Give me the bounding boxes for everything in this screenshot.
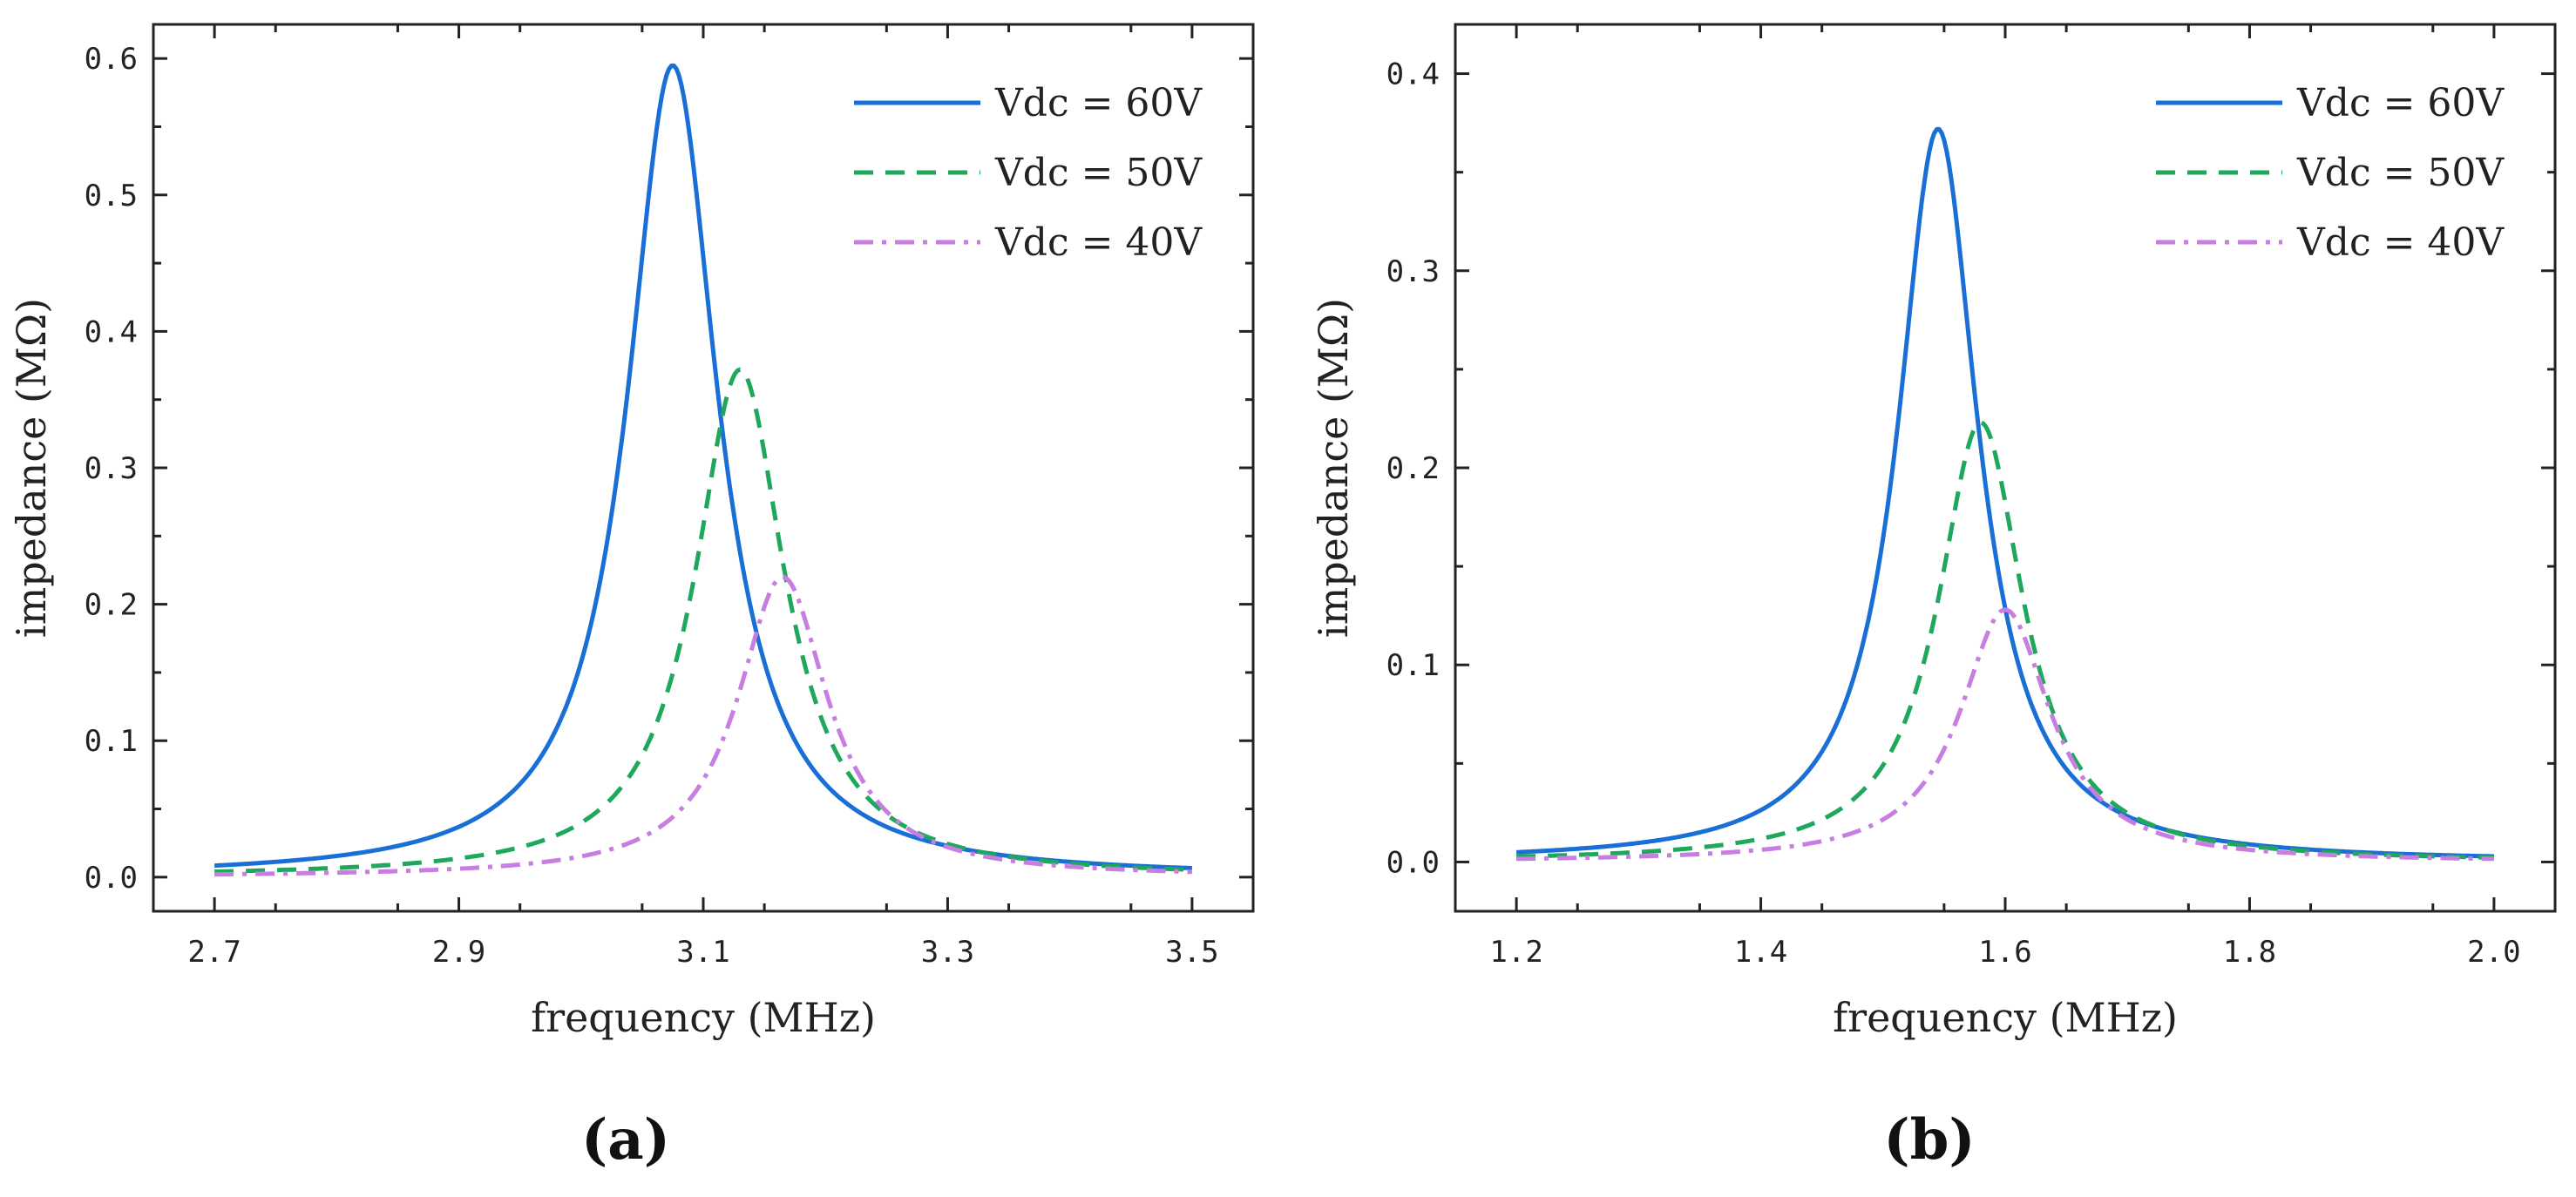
y-tick-label: 0.0 bbox=[85, 861, 138, 896]
legend-label-0: Vdc = 60V bbox=[994, 81, 1203, 125]
legend-label-1: Vdc = 50V bbox=[994, 151, 1203, 195]
x-tick-label: 1.6 bbox=[1978, 935, 2031, 970]
y-tick-label: 0.3 bbox=[85, 451, 138, 486]
y-tick-label: 0.5 bbox=[85, 179, 138, 213]
y-axis-title: impedance (MΩ) bbox=[1310, 298, 1357, 638]
y-tick-label: 0.4 bbox=[1386, 57, 1440, 92]
series-line-1 bbox=[1516, 420, 2494, 860]
y-tick-label: 0.0 bbox=[1386, 845, 1440, 880]
legend-label-0: Vdc = 60V bbox=[2296, 81, 2505, 125]
legend-label-1: Vdc = 50V bbox=[2296, 151, 2505, 195]
series-line-2 bbox=[214, 575, 1192, 877]
panel-b: 1.2 1.4 1.6 1.8 2.0 0.0 0.1 0.2 0.3 0.4 frequency … bbox=[1310, 23, 2557, 1173]
panel-label: (b) bbox=[1883, 1107, 1975, 1173]
x-tick-label: 3.1 bbox=[676, 935, 729, 970]
series-line-0 bbox=[214, 63, 1192, 870]
y-tick-label: 0.2 bbox=[1386, 451, 1440, 486]
y-tick-label: 0.6 bbox=[85, 42, 138, 77]
y-tick-label: 0.4 bbox=[85, 314, 138, 349]
x-tick-label: 3.5 bbox=[1165, 935, 1218, 970]
panel-label: (a) bbox=[581, 1107, 670, 1173]
y-tick-label: 0.3 bbox=[1386, 254, 1440, 289]
series-line-1 bbox=[214, 367, 1192, 874]
panel-a: 2.7 2.9 3.1 3.3 3.5 0.0 0.1 0.2 0.3 0.4 0.5 0.6 freq… bbox=[8, 23, 1255, 1173]
x-axis-title: frequency (MHz) bbox=[531, 994, 876, 1041]
x-tick-label: 1.2 bbox=[1489, 935, 1542, 970]
legend-label-2: Vdc = 40V bbox=[2296, 220, 2505, 265]
legend-label-2: Vdc = 40V bbox=[994, 220, 1203, 265]
y-tick-label: 0.2 bbox=[85, 588, 138, 623]
x-tick-label: 2.7 bbox=[187, 935, 241, 970]
x-tick-label: 2.9 bbox=[432, 935, 485, 970]
y-axis-title: impedance (MΩ) bbox=[8, 298, 55, 638]
x-tick-label: 1.8 bbox=[2223, 935, 2276, 970]
series-line-2 bbox=[1516, 607, 2494, 862]
x-tick-label: 1.4 bbox=[1734, 935, 1787, 970]
x-axis-title: frequency (MHz) bbox=[1833, 994, 2178, 1041]
y-tick-label: 0.1 bbox=[85, 724, 138, 759]
x-tick-label: 2.0 bbox=[2467, 935, 2520, 970]
y-tick-label: 0.1 bbox=[1386, 648, 1440, 683]
x-tick-label: 3.3 bbox=[921, 935, 974, 970]
